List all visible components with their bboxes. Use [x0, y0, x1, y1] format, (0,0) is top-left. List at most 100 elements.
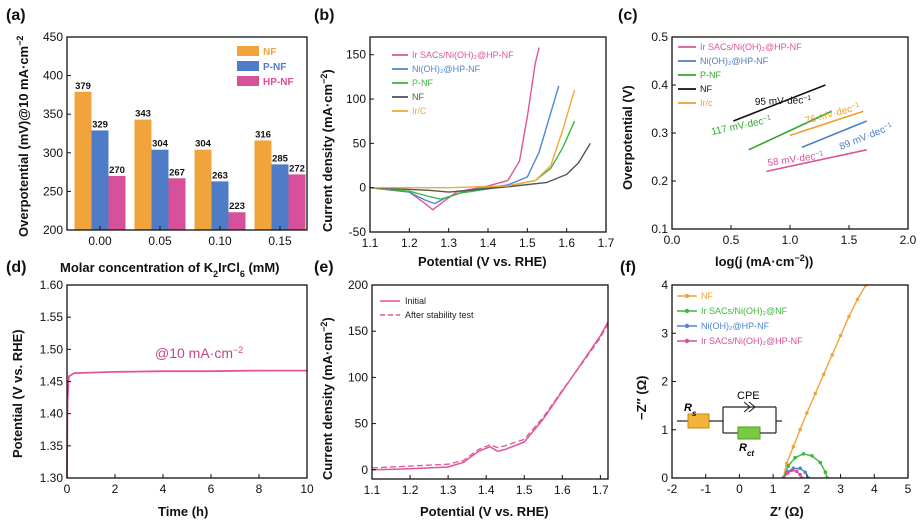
c-x-tick-label: 0.0 [664, 233, 681, 247]
e-plot-frame [371, 284, 609, 480]
b-legend-label: Ir SACs/Ni(OH)₂@HP-NF [412, 50, 514, 60]
f-y-tick-label: 2 [661, 375, 668, 389]
e-x-tick-label: 1.2 [402, 483, 419, 497]
f-legend-label: Ni(OH)₂@HP-NF [701, 321, 770, 331]
e-y-tick-label: 200 [348, 278, 368, 292]
f-legend: NF Ir SACs/Ni(OH)₂@NF Ni(OH)₂@HP-NF Ir SACs… [677, 291, 803, 346]
panel-label-b: (b) [314, 7, 334, 24]
c-x-axis-title: log(j (mA·cm−2)) [715, 253, 813, 269]
f-circuit-inset: Rs CPE Rct [677, 390, 782, 458]
panel-c: 0.1 0.2 0.3 0.4 0.5 0.0 0.5 1.0 1.5 2.0 Overpote… [620, 30, 917, 269]
a-bars [74, 91, 306, 230]
f-data-point [838, 333, 843, 338]
f-data-point [798, 472, 802, 477]
a-bar-value-label: 223 [229, 201, 245, 212]
b-x-axis-title: Potential (V vs. RHE) [418, 254, 547, 269]
d-x-tick-label: 8 [256, 482, 263, 496]
f-y-tick-label: 4 [661, 278, 668, 292]
a-y-tick-label: 250 [43, 184, 63, 198]
c-y-tick-label: 0.4 [651, 78, 668, 92]
d-y-ticks: 1.30 1.35 1.40 1.45 1.50 1.55 1.60 [40, 278, 71, 485]
a-bar-value-label: 272 [289, 163, 305, 174]
a-x-tick-label: 0.05 [148, 234, 172, 248]
c-tafel-slope-label: 76 mV·dec−1 [804, 101, 862, 127]
a-y-tick-label: 200 [43, 223, 63, 237]
f-y-tick-label: 0 [661, 471, 668, 485]
b-series-line [370, 47, 540, 211]
e-y-tick-label: 100 [348, 370, 368, 384]
a-bar-value-label: 285 [272, 153, 289, 164]
c-y-tick-label: 0.3 [651, 126, 668, 140]
f-x-tick-label: 1 [770, 482, 777, 496]
b-legend-label: Ir/C [412, 106, 427, 116]
a-bar-hp-nf [288, 174, 306, 230]
d-y-tick-label: 1.60 [40, 278, 64, 292]
f-data-point [791, 444, 796, 449]
a-bar-nf [134, 119, 152, 230]
a-legend-label: P-NF [263, 62, 286, 73]
a-legend-swatch [237, 46, 259, 56]
a-legend-swatch [237, 76, 259, 86]
c-legend-label: NF [700, 84, 712, 94]
f-data-point [793, 455, 797, 460]
a-bar-nf [74, 91, 92, 230]
b-legend: Ir SACs/Ni(OH)₂@HP-NF Ni(OH)₂@HP-NF P-NF NF… [392, 50, 514, 116]
circuit-rct-resistor [737, 426, 761, 440]
f-data-point [847, 314, 851, 319]
c-legend-label: Ni(OH)₂@HP-NF [700, 56, 769, 66]
c-y-tick-label: 0.5 [651, 30, 668, 44]
b-series-lines [370, 47, 591, 211]
f-data-point [798, 466, 802, 471]
a-bar-value-label: 267 [169, 167, 185, 178]
c-y-axis-title: Overpotential (V) [620, 85, 635, 190]
e-x-tick-label: 1.6 [554, 483, 571, 497]
c-y-tick-label: 0.2 [651, 174, 668, 188]
f-legend-label: Ir SACs/Ni(OH)₂@NF [701, 306, 788, 316]
f-x-tick-label: 0 [736, 482, 743, 496]
e-x-ticks: 1.1 1.2 1.3 1.4 1.5 1.6 1.7 [364, 475, 609, 497]
b-series-line [370, 90, 576, 189]
panel-label-e: (e) [314, 259, 334, 276]
f-y-tick-label: 3 [661, 326, 668, 340]
a-bar-value-label: 263 [212, 170, 228, 181]
e-x-tick-label: 1.3 [440, 483, 457, 497]
e-y-axis-title: Current density (mA·cm−2) [319, 317, 335, 480]
c-x-tick-label: 1.5 [841, 233, 858, 247]
b-y-axis-title: Current density (mA·cm−2) [319, 69, 335, 232]
f-data-point [801, 452, 806, 456]
a-bar-hp-nf [168, 178, 186, 230]
f-x-tick-label: 5 [905, 482, 912, 496]
e-y-tick-label: 150 [348, 324, 368, 338]
e-legend-label: After stability test [405, 310, 474, 320]
f-data-point [798, 427, 802, 432]
a-y-ticks: 200 250 300 350 400 450 [43, 30, 71, 237]
panel-label-a: (a) [6, 7, 26, 24]
d-series-lines [66, 369, 307, 479]
b-x-tick-label: 1.5 [519, 236, 536, 250]
b-legend-label: Ni(OH)₂@HP-NF [412, 64, 481, 74]
d-y-tick-label: 1.35 [40, 439, 64, 453]
c-x-ticks: 0.0 0.5 1.0 1.5 2.0 [664, 225, 917, 247]
c-tafel-slope-label: 58 mV·dec−1 [767, 150, 824, 169]
c-series-line [766, 149, 867, 173]
a-x-ticks: 0.00 0.05 0.10 0.15 [88, 226, 292, 248]
f-x-tick-label: 3 [837, 482, 844, 496]
d-series-line [66, 369, 307, 479]
circuit-rct-label: Rct [739, 442, 754, 458]
f-legend-marker [684, 293, 690, 299]
f-series [781, 285, 868, 478]
b-legend-label: P-NF [412, 78, 433, 88]
f-series-line [782, 285, 867, 478]
a-y-tick-label: 300 [43, 146, 63, 160]
a-bar-p-nf [91, 130, 109, 230]
a-x-axis-title: Molar concentration of K2IrCl6 (mM) [60, 260, 280, 279]
e-series-after [372, 323, 608, 469]
panel-d: 1.30 1.35 1.40 1.45 1.50 1.55 1.60 0 2 4 6 8 10 Pot… [10, 278, 314, 519]
b-y-tick-label: 0 [359, 181, 366, 195]
f-data-point [830, 353, 834, 357]
c-x-tick-label: 2.0 [900, 233, 917, 247]
f-y-axis-title: −Z″ (Ω) [634, 376, 649, 420]
f-x-tick-label: -2 [667, 482, 678, 496]
b-y-tick-label: -50 [349, 225, 367, 239]
